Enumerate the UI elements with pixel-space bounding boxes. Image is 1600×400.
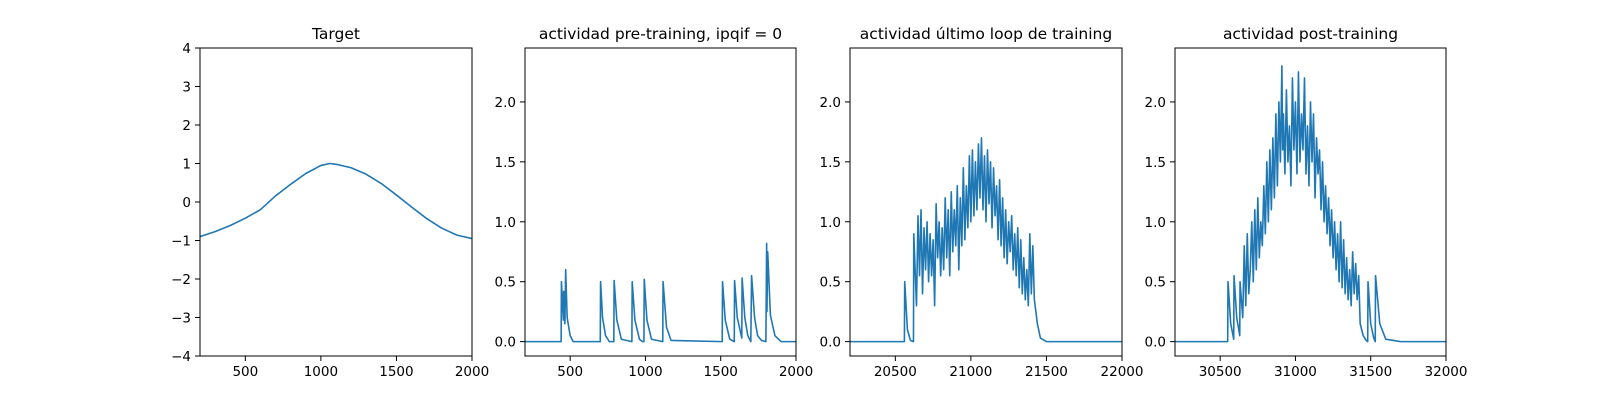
x-tick-label: 1500 (379, 364, 413, 380)
x-tick-label: 1500 (704, 364, 738, 380)
y-tick-label: 0.0 (1145, 335, 1166, 351)
subplot-title: Target (311, 25, 360, 43)
y-tick-label: 0.5 (820, 275, 841, 291)
y-tick-label: 1.5 (820, 155, 841, 171)
y-tick-label: 1.0 (495, 215, 516, 231)
y-tick-label: −2 (171, 272, 191, 288)
y-tick-label: −4 (171, 349, 191, 365)
y-tick-label: −1 (171, 234, 191, 250)
y-tick-label: 1 (182, 157, 191, 173)
x-tick-label: 31000 (1274, 364, 1317, 380)
x-tick-label: 500 (557, 364, 583, 380)
x-tick-label: 20500 (874, 364, 917, 380)
axes-frame (199, 47, 473, 357)
y-tick-label: 2.0 (820, 95, 841, 111)
y-tick-label: 4 (182, 41, 191, 57)
y-tick-label: 2.0 (1145, 95, 1166, 111)
series-line-1 (850, 137, 1122, 343)
subplot-title: actividad pre-training, ipqif = 0 (539, 25, 782, 43)
x-tick-label: 31500 (1349, 364, 1392, 380)
y-tick-label: 1.0 (820, 215, 841, 231)
y-tick-label: 0.0 (495, 335, 516, 351)
y-tick-label: 1.5 (1145, 155, 1166, 171)
axes-frame (524, 47, 797, 357)
subplot-2: actividad pre-training, ipqif = 0 500 1000… (495, 25, 814, 380)
y-tick-label: 1.5 (495, 155, 516, 171)
subplot-3: actividad último loop de training 20500 21… (820, 25, 1144, 380)
y-tick-label: 2 (182, 118, 191, 134)
x-tick-label: 2000 (455, 364, 489, 380)
x-tick-label: 30500 (1199, 364, 1242, 380)
y-tick-label: 0.0 (820, 335, 841, 351)
y-tick-label: 0.5 (495, 275, 516, 291)
y-tick-label: 1.0 (1145, 215, 1166, 231)
x-tick-label: 21000 (949, 364, 992, 380)
axes-frame (849, 47, 1123, 357)
axes-frame (1174, 47, 1447, 357)
x-tick-label: 21500 (1025, 364, 1068, 380)
x-tick-label: 32000 (1425, 364, 1468, 380)
subplot-1: Target 500 1000 1500 2000 −4 −3 −2 −1 0 1 2 3 4 (171, 25, 489, 380)
subplot-title: actividad post-training (1223, 25, 1398, 43)
subplot-4: actividad post-training 30500 31000 31500 32… (1145, 25, 1468, 380)
y-tick-label: 0 (182, 195, 191, 211)
x-tick-label: 500 (232, 364, 258, 380)
series-line-1 (1175, 65, 1446, 343)
x-tick-label: 1000 (304, 364, 338, 380)
series-line-1 (200, 162, 472, 240)
y-tick-label: −3 (171, 311, 191, 327)
subplot-title: actividad último loop de training (860, 25, 1112, 43)
y-tick-label: 3 (182, 80, 191, 96)
series-line-1 (525, 242, 796, 343)
y-tick-label: 0.5 (1145, 275, 1166, 291)
x-tick-label: 1000 (628, 364, 662, 380)
x-tick-label: 22000 (1101, 364, 1144, 380)
y-tick-label: 2.0 (495, 95, 516, 111)
x-tick-label: 2000 (779, 364, 813, 380)
